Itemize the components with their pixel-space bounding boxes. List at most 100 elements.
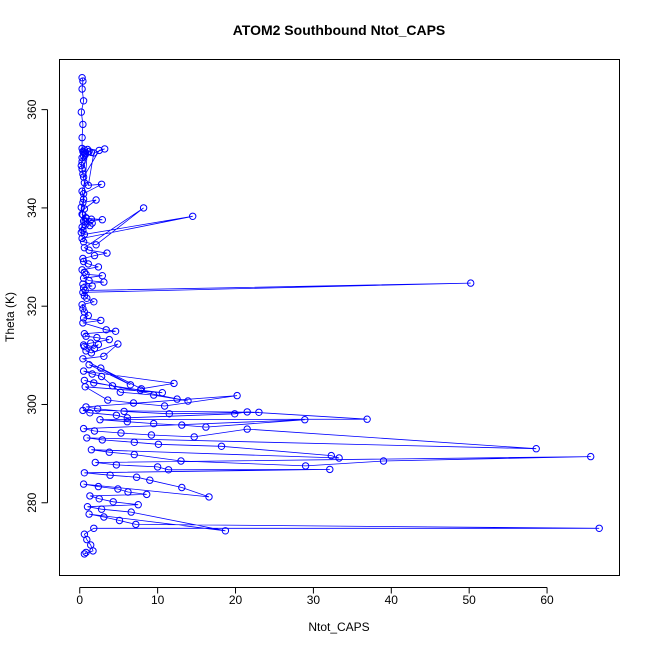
- data-point: [467, 279, 475, 287]
- x-tick-label: 20: [229, 593, 243, 607]
- data-point: [80, 292, 89, 300]
- plot-area: [77, 74, 603, 558]
- data-point: [114, 485, 122, 493]
- data-point: [127, 508, 135, 516]
- data-point: [83, 294, 91, 302]
- data-point: [79, 305, 87, 313]
- data-point: [79, 226, 87, 235]
- data-point: [115, 516, 124, 525]
- data-point: [301, 462, 310, 470]
- data-point: [79, 77, 87, 85]
- data-point: [132, 520, 140, 529]
- data-point: [82, 332, 90, 340]
- data-point: [79, 288, 87, 297]
- data-point: [82, 548, 90, 557]
- data-point: [87, 215, 96, 223]
- data-point: [170, 379, 178, 388]
- data-point: [160, 402, 169, 410]
- data-point: [98, 436, 107, 444]
- x-tick-label: 0: [76, 593, 83, 607]
- data-point: [164, 466, 173, 474]
- data-point: [132, 473, 141, 481]
- y-tick-label: 340: [25, 198, 39, 218]
- data-point: [221, 527, 230, 535]
- data-point: [243, 425, 251, 433]
- data-point: [335, 454, 343, 462]
- data-point: [79, 120, 87, 129]
- data-point: [202, 423, 210, 431]
- data-point: [150, 419, 158, 428]
- data-point: [78, 133, 86, 142]
- data-point: [79, 406, 87, 415]
- data-point: [136, 386, 145, 394]
- data-point: [153, 463, 162, 471]
- data-point: [79, 424, 88, 433]
- data-point: [79, 97, 88, 105]
- data-point: [109, 498, 117, 506]
- data-point: [88, 219, 96, 227]
- data-point: [120, 407, 128, 416]
- data-point: [79, 170, 87, 178]
- data-point: [78, 234, 86, 243]
- data-point: [79, 254, 87, 263]
- data-point: [87, 339, 95, 347]
- x-tick-label: 30: [307, 593, 321, 607]
- x-tick-label: 60: [540, 593, 554, 607]
- data-point: [130, 438, 139, 446]
- data-point: [94, 263, 103, 271]
- data-point: [363, 415, 371, 423]
- data-point: [78, 266, 86, 274]
- data-point: [84, 260, 93, 268]
- data-point: [88, 282, 96, 290]
- data-point: [123, 418, 132, 426]
- data-point: [86, 492, 94, 500]
- data-point: [189, 212, 197, 221]
- data-point: [255, 408, 263, 416]
- data-point: [124, 488, 132, 496]
- data-point: [106, 471, 114, 479]
- y-tick-label: 300: [25, 394, 39, 414]
- data-point: [83, 503, 92, 511]
- data-point: [101, 145, 109, 153]
- data-point: [112, 411, 121, 419]
- data-point: [97, 372, 106, 381]
- data-point: [85, 276, 93, 285]
- data-point: [82, 270, 90, 278]
- x-tick-label: 40: [385, 593, 399, 607]
- data-point: [94, 340, 103, 349]
- data-point: [147, 431, 156, 439]
- data-point: [114, 340, 122, 348]
- data-point: [139, 204, 148, 212]
- data-point: [105, 448, 114, 456]
- data-point: [137, 385, 146, 393]
- data-point: [93, 333, 101, 342]
- data-point: [111, 327, 120, 335]
- data-point: [82, 214, 90, 222]
- data-point: [177, 457, 185, 465]
- data-point: [143, 490, 151, 499]
- data-point: [85, 361, 93, 369]
- data-point: [158, 389, 167, 397]
- data-point: [78, 301, 86, 309]
- data-point: [205, 493, 213, 501]
- data-point: [96, 416, 104, 424]
- data-point: [102, 326, 110, 334]
- data-point: [90, 251, 99, 260]
- data-point: [379, 457, 388, 465]
- data-point: [116, 388, 125, 396]
- data-point: [90, 298, 98, 306]
- data-point: [79, 195, 88, 203]
- data-point: [88, 370, 96, 378]
- data-point: [78, 158, 86, 166]
- data-point: [134, 501, 142, 509]
- data-point: [103, 249, 111, 257]
- data-point: [80, 342, 89, 351]
- data-point: [190, 433, 198, 441]
- data-point: [81, 383, 89, 391]
- data-point: [80, 230, 89, 239]
- data-point: [178, 483, 186, 492]
- data-point: [231, 410, 239, 418]
- data-point: [79, 319, 87, 327]
- data-point: [87, 349, 96, 357]
